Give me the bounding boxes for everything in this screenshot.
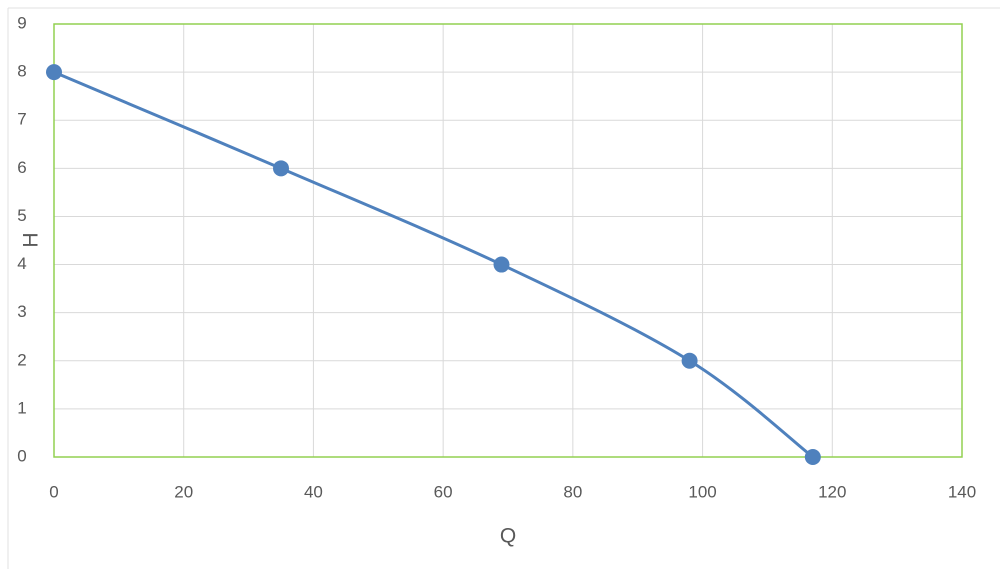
x-axis-label: Q xyxy=(500,525,516,548)
x-tick-label: 120 xyxy=(818,482,846,501)
y-tick-label: 5 xyxy=(17,206,26,225)
x-tick-label: 20 xyxy=(174,482,193,501)
data-point xyxy=(681,352,698,369)
y-tick-label: 7 xyxy=(17,110,26,129)
y-tick-label: 4 xyxy=(17,254,26,273)
grid xyxy=(53,23,963,458)
y-tick-label: 9 xyxy=(17,13,26,32)
x-tick-label: 40 xyxy=(304,482,323,501)
y-axis-label: H xyxy=(20,232,43,247)
y-tick-label: 8 xyxy=(17,62,26,81)
y-tick-label: 6 xyxy=(17,158,26,177)
y-tick-label: 3 xyxy=(17,302,26,321)
y-tick-label: 0 xyxy=(17,446,26,465)
x-tick-label: 60 xyxy=(434,482,453,501)
data-point xyxy=(273,160,289,177)
x-tick-label: 140 xyxy=(948,482,976,501)
x-tick-label: 0 xyxy=(49,482,58,501)
data-point xyxy=(493,256,510,273)
data-point xyxy=(46,64,62,81)
x-tick-label: 100 xyxy=(688,482,716,501)
series-line xyxy=(53,70,814,459)
data-point xyxy=(804,449,821,465)
y-tick-label: 2 xyxy=(17,350,26,369)
y-tick-label: 1 xyxy=(17,398,26,417)
x-tick-label: 80 xyxy=(563,482,582,501)
plot-border xyxy=(53,23,963,458)
